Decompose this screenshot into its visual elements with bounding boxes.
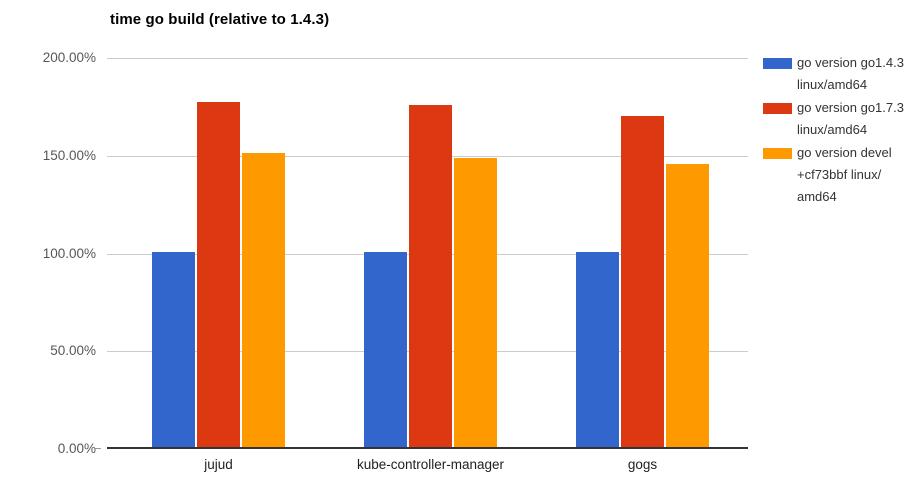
plot-area <box>107 58 748 449</box>
bar-jujud-series3[interactable] <box>242 153 285 447</box>
bar-gogs-series3[interactable] <box>666 164 709 447</box>
chart-title: time go build (relative to 1.4.3) <box>110 11 330 28</box>
legend-swatch-icon <box>763 148 792 159</box>
gridline-200 <box>107 58 748 59</box>
legend-label: go version go1.7.3 <box>797 100 904 115</box>
y-axis-label-150: 150.00% <box>42 147 96 163</box>
bar-gogs-series1[interactable] <box>576 251 619 447</box>
legend-label: linux/amd64 <box>797 122 868 137</box>
legend-item-series2: go version go1.7.3 linux/amd64 <box>763 97 915 141</box>
x-axis-label-kube-controller-manager: kube-controller-manager <box>356 457 505 472</box>
y-axis-tick <box>95 448 101 449</box>
legend-swatch-icon <box>763 58 792 69</box>
legend-label: go version devel <box>797 145 892 160</box>
x-axis-label-gogs: gogs <box>627 457 658 472</box>
y-axis-label-0: 0.00% <box>57 441 96 456</box>
x-axis-label-jujud: jujud <box>204 457 233 472</box>
y-axis-label-100: 100.00% <box>42 245 96 261</box>
bar-kube-controller-manager-series3[interactable] <box>454 157 497 447</box>
legend-item-series1: go version go1.4.3 linux/amd64 <box>763 52 915 96</box>
legend-label: amd64 <box>797 189 837 204</box>
bar-jujud-series2[interactable] <box>197 101 240 447</box>
y-axis-label-200: 200.00% <box>42 50 96 65</box>
legend-label: go version go1.4.3 <box>797 55 904 70</box>
legend-label: linux/amd64 <box>797 77 868 92</box>
bar-kube-controller-manager-series1[interactable] <box>364 251 407 447</box>
bar-gogs-series2[interactable] <box>621 116 664 447</box>
legend: go version go1.4.3 linux/amd64 go version … <box>763 52 915 209</box>
legend-item-series3: go version devel +cf73bbf linux/amd64 <box>763 142 915 208</box>
legend-swatch-icon <box>763 103 792 114</box>
legend-label: +cf73bbf linux/ <box>797 167 882 182</box>
y-axis-label-50: 50.00% <box>50 343 96 359</box>
bar-kube-controller-manager-series2[interactable] <box>409 105 452 447</box>
bar-jujud-series1[interactable] <box>152 251 195 447</box>
